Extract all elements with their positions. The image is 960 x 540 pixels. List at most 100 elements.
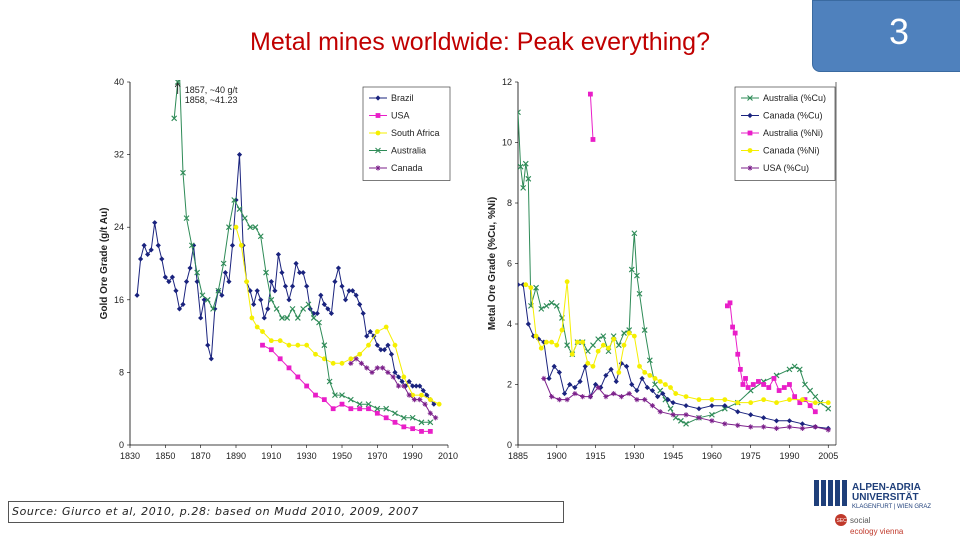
data-point <box>670 412 676 418</box>
data-point <box>277 338 283 344</box>
data-point <box>807 403 813 409</box>
data-point <box>427 397 433 403</box>
data-point <box>215 287 222 294</box>
slide-number-badge: 3 <box>812 0 960 72</box>
data-point <box>417 383 423 389</box>
data-point <box>383 324 389 330</box>
data-point <box>254 288 260 294</box>
data-point <box>652 376 658 381</box>
data-point <box>629 381 635 388</box>
data-point <box>219 292 225 298</box>
sec-badge-icon <box>835 514 847 526</box>
data-point <box>722 397 728 403</box>
legend-marker <box>375 95 381 101</box>
data-point <box>226 279 232 285</box>
data-point <box>748 400 754 406</box>
series-line <box>235 227 440 405</box>
data-point <box>631 333 637 339</box>
logo-social: social <box>850 516 871 525</box>
data-point <box>587 91 593 97</box>
data-point <box>293 260 299 267</box>
data-point <box>210 305 216 312</box>
data-point <box>356 401 363 408</box>
data-point <box>254 324 260 330</box>
data-point <box>236 206 243 212</box>
y-tick-label: 6 <box>507 259 512 269</box>
data-point <box>786 418 793 424</box>
data-point <box>577 378 583 385</box>
data-point <box>413 383 419 389</box>
data-point <box>600 333 607 339</box>
data-point <box>204 296 211 303</box>
data-point <box>244 279 250 285</box>
data-point <box>812 400 818 406</box>
data-point <box>295 342 301 348</box>
y-tick-label: 10 <box>502 138 512 148</box>
data-point <box>427 410 433 416</box>
data-point <box>390 374 396 380</box>
data-point <box>395 374 402 380</box>
data-point <box>722 421 728 427</box>
data-point <box>261 315 267 321</box>
x-tick-label: 1990 <box>779 451 799 461</box>
data-point <box>590 137 596 142</box>
data-point <box>572 384 578 391</box>
data-point <box>553 302 560 309</box>
data-point <box>321 342 328 349</box>
data-point <box>773 418 780 424</box>
y-tick-label: 32 <box>114 150 124 160</box>
data-point <box>431 401 437 407</box>
logo-mark <box>814 480 847 506</box>
data-point <box>162 274 168 280</box>
data-point <box>166 279 172 285</box>
data-point <box>608 366 614 372</box>
data-point <box>556 397 562 403</box>
data-point <box>286 297 292 303</box>
x-tick-label: 1930 <box>624 451 644 461</box>
legend-label: Brazil <box>391 93 414 103</box>
data-point <box>774 400 779 406</box>
data-point <box>802 381 808 388</box>
source-citation: Source: Giurco et al, 2010, p.28: based … <box>8 501 564 523</box>
data-point <box>369 369 375 375</box>
data-point <box>314 310 320 317</box>
x-tick-label: 1990 <box>403 451 423 461</box>
data-point <box>646 357 653 364</box>
series-usa-cu <box>541 375 831 433</box>
data-point <box>339 360 345 366</box>
legend-label: Australia <box>391 146 426 156</box>
data-point <box>740 382 746 387</box>
data-point <box>427 428 433 434</box>
legend-marker <box>375 130 381 136</box>
data-point <box>406 378 412 385</box>
data-point <box>318 292 324 298</box>
x-tick-label: 2010 <box>438 451 458 461</box>
legend-label: USA (%Cu) <box>763 163 809 173</box>
gold-ore-grade-chart: 0 8 16 24 32 40 1830 1850 1870 1890 1910 1930 1950 19… <box>99 77 458 461</box>
data-point <box>761 382 767 387</box>
data-point <box>268 296 275 303</box>
data-point <box>657 379 663 384</box>
legend: Brazil USA South Africa Australia Canada <box>362 86 451 181</box>
data-point <box>374 365 380 371</box>
data-point <box>644 384 650 391</box>
data-point <box>518 163 524 170</box>
data-point <box>348 360 354 366</box>
data-point <box>347 396 354 403</box>
data-point <box>410 426 416 432</box>
data-point <box>797 400 803 406</box>
data-point <box>265 306 271 312</box>
data-point <box>284 315 291 321</box>
series-usa <box>260 342 433 434</box>
data-point <box>381 347 387 353</box>
data-point <box>756 379 761 384</box>
data-point <box>616 370 622 375</box>
data-point <box>561 390 568 397</box>
legend-marker <box>375 113 381 118</box>
y-tick-label: 0 <box>119 440 124 450</box>
data-point <box>587 394 593 400</box>
data-point <box>683 403 689 409</box>
annotation-label: 1858, ~41.23 <box>185 95 238 105</box>
data-point <box>367 328 373 335</box>
data-point <box>326 378 333 385</box>
